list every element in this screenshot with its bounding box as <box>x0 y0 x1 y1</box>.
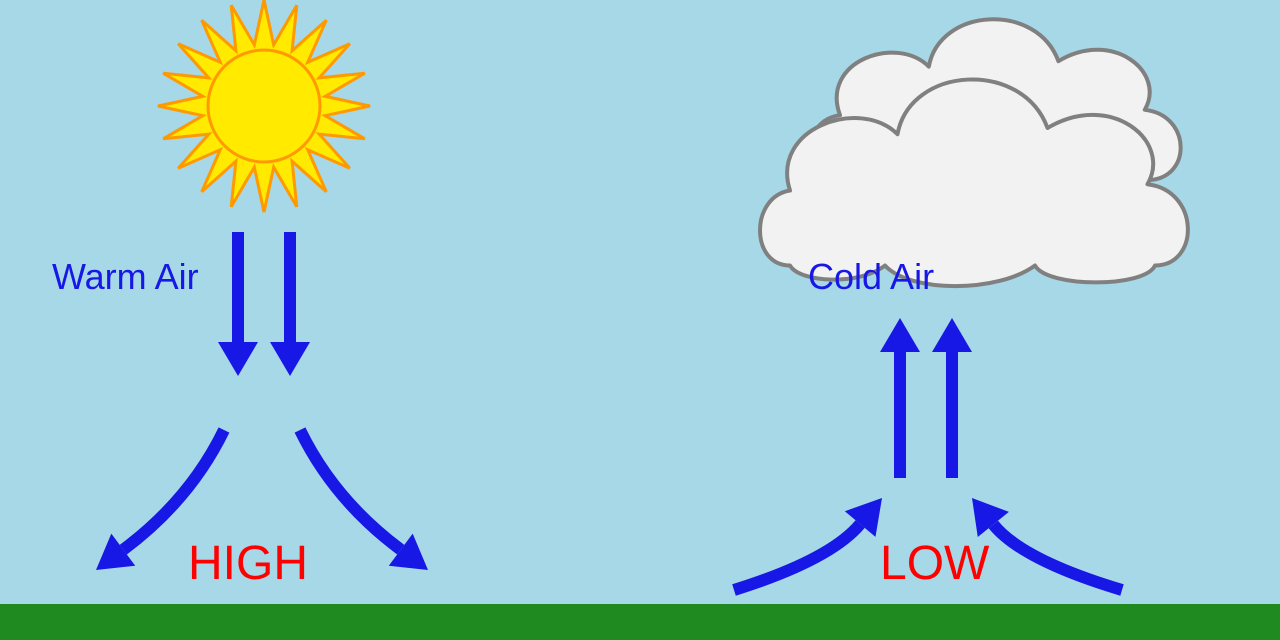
high-pressure-label: HIGH <box>188 536 308 591</box>
sun-icon <box>158 0 370 212</box>
pressure-diagram: Warm Air Cold Air HIGH LOW <box>0 0 1280 640</box>
cold-air-label: Cold Air <box>808 256 934 298</box>
low-pressure-label: LOW <box>880 536 989 591</box>
warm-air-label: Warm Air <box>52 256 199 298</box>
